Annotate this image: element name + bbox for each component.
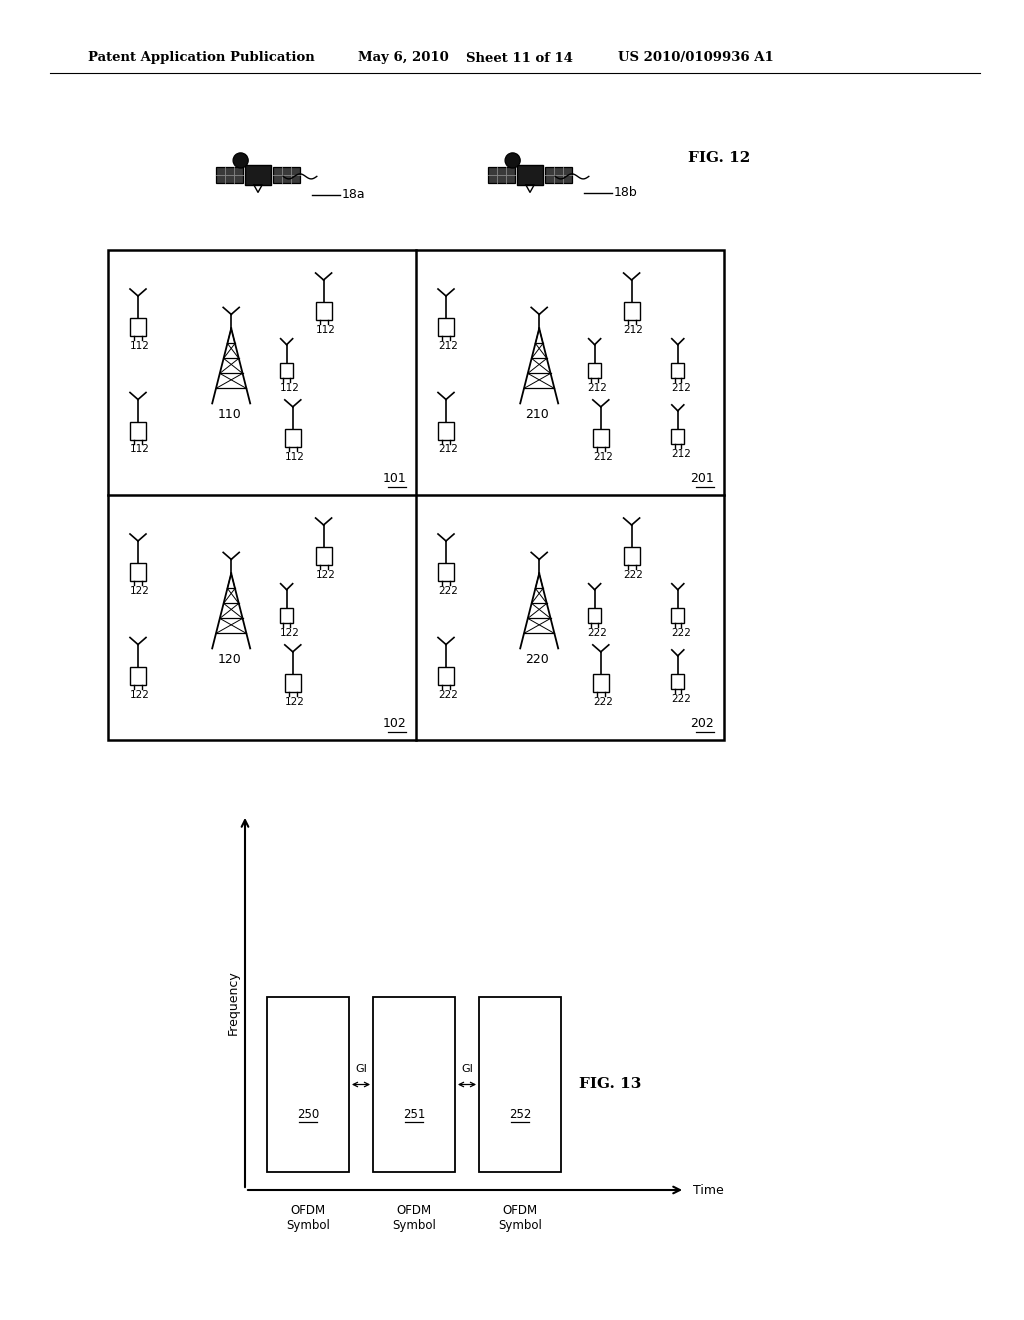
Text: 122: 122 xyxy=(130,586,150,597)
Bar xyxy=(517,165,543,185)
Bar xyxy=(285,673,301,692)
Text: 220: 220 xyxy=(525,653,549,667)
Text: 222: 222 xyxy=(438,689,458,700)
Text: 212: 212 xyxy=(593,451,612,462)
Text: 110: 110 xyxy=(217,408,241,421)
Text: OFDM
Symbol: OFDM Symbol xyxy=(498,1204,542,1232)
Bar xyxy=(130,667,146,685)
Text: 122: 122 xyxy=(285,697,305,706)
Bar xyxy=(588,363,601,378)
Circle shape xyxy=(233,153,248,168)
Text: OFDM
Symbol: OFDM Symbol xyxy=(286,1204,330,1232)
Bar xyxy=(315,302,332,319)
Text: 212: 212 xyxy=(671,449,690,459)
Text: 222: 222 xyxy=(671,628,690,638)
Circle shape xyxy=(505,153,520,168)
Text: 212: 212 xyxy=(438,341,458,351)
Text: OFDM
Symbol: OFDM Symbol xyxy=(392,1204,436,1232)
Text: 222: 222 xyxy=(438,586,458,597)
Bar xyxy=(546,166,572,183)
Bar xyxy=(281,607,293,623)
Bar xyxy=(588,607,601,623)
Bar xyxy=(438,421,454,440)
Text: 102: 102 xyxy=(382,717,406,730)
Text: 222: 222 xyxy=(671,694,690,704)
Bar xyxy=(246,165,270,185)
Bar xyxy=(108,249,724,741)
Text: 122: 122 xyxy=(315,570,336,579)
Text: 251: 251 xyxy=(402,1107,425,1121)
Bar xyxy=(479,997,561,1172)
Text: US 2010/0109936 A1: US 2010/0109936 A1 xyxy=(618,51,774,65)
Bar xyxy=(624,302,640,319)
Bar xyxy=(672,607,684,623)
Bar xyxy=(438,564,454,581)
Bar xyxy=(281,363,293,378)
Bar xyxy=(267,997,349,1172)
Text: 18b: 18b xyxy=(614,186,638,199)
Text: Frequency: Frequency xyxy=(226,970,240,1035)
Text: FIG. 12: FIG. 12 xyxy=(688,150,751,165)
Text: 212: 212 xyxy=(588,383,607,393)
Bar xyxy=(672,429,684,444)
Text: 222: 222 xyxy=(624,570,643,579)
Bar xyxy=(273,166,300,183)
Text: 252: 252 xyxy=(509,1107,531,1121)
Text: 250: 250 xyxy=(297,1107,319,1121)
Text: 212: 212 xyxy=(438,445,458,454)
Text: Time: Time xyxy=(693,1184,724,1196)
Bar xyxy=(315,546,332,565)
Text: 210: 210 xyxy=(525,408,549,421)
Text: 112: 112 xyxy=(130,341,150,351)
Bar xyxy=(672,363,684,378)
Text: 112: 112 xyxy=(285,451,305,462)
Text: 222: 222 xyxy=(593,697,612,706)
Text: GI: GI xyxy=(461,1064,473,1074)
Text: 112: 112 xyxy=(130,445,150,454)
Text: 120: 120 xyxy=(217,653,241,667)
Text: 122: 122 xyxy=(280,628,299,638)
Text: 122: 122 xyxy=(130,689,150,700)
Bar xyxy=(373,997,455,1172)
Text: GI: GI xyxy=(355,1064,367,1074)
Bar xyxy=(438,667,454,685)
Bar xyxy=(216,166,243,183)
Text: Sheet 11 of 14: Sheet 11 of 14 xyxy=(466,51,573,65)
Text: 112: 112 xyxy=(315,325,336,335)
Bar xyxy=(672,673,684,689)
Text: 212: 212 xyxy=(624,325,643,335)
Text: May 6, 2010: May 6, 2010 xyxy=(358,51,449,65)
Text: FIG. 13: FIG. 13 xyxy=(579,1077,641,1092)
Bar xyxy=(488,166,515,183)
Bar xyxy=(130,564,146,581)
Bar xyxy=(130,421,146,440)
Text: 112: 112 xyxy=(280,383,299,393)
Text: 222: 222 xyxy=(588,628,607,638)
Text: 212: 212 xyxy=(671,383,690,393)
Text: 201: 201 xyxy=(690,473,714,484)
Text: 18a: 18a xyxy=(342,189,366,202)
Bar xyxy=(593,673,609,692)
Bar xyxy=(624,546,640,565)
Bar xyxy=(285,429,301,447)
Bar xyxy=(438,318,454,337)
Text: Patent Application Publication: Patent Application Publication xyxy=(88,51,314,65)
Bar xyxy=(593,429,609,447)
Bar xyxy=(130,318,146,337)
Text: 101: 101 xyxy=(382,473,406,484)
Text: 202: 202 xyxy=(690,717,714,730)
